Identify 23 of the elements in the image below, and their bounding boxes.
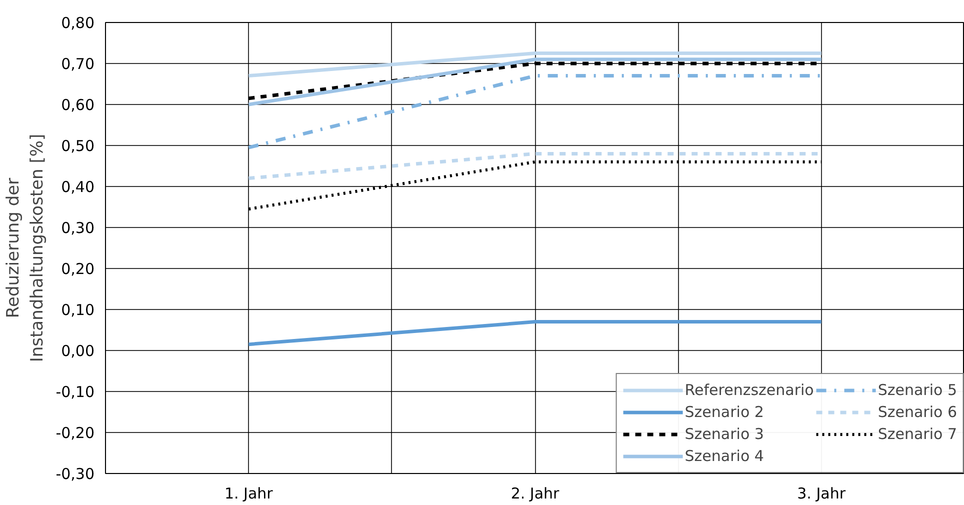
x-tick-label: 2. Jahr: [510, 484, 560, 502]
y-tick-label: -0,20: [56, 424, 94, 442]
y-tick-label: 0,20: [61, 260, 95, 278]
legend-label: Szenario 5: [878, 381, 957, 399]
y-tick-label: 0,00: [61, 342, 95, 360]
y-tick-label: 0,60: [61, 96, 95, 114]
legend-label: Szenario 3: [684, 425, 764, 443]
y-tick-label: -0,30: [56, 465, 94, 483]
x-tick-label: 3. Jahr: [797, 484, 846, 502]
x-tick-label: 1. Jahr: [224, 484, 274, 502]
y-tick-label: -0,10: [56, 383, 94, 401]
legend-label: Szenario 2: [684, 403, 764, 421]
legend-label: Szenario 7: [878, 425, 957, 443]
y-tick-label: 0,80: [61, 14, 95, 32]
y-axis-title: Reduzierung der Instandhaltungskosten [%]: [4, 134, 48, 362]
y-tick-label: 0,10: [61, 301, 95, 319]
y-tick-label: 0,50: [61, 137, 95, 155]
legend-label: Referenzszenario: [684, 381, 814, 399]
legend-label: Szenario 4: [684, 447, 764, 465]
y-tick-label: 0,70: [61, 55, 95, 73]
y-tick-label: 0,40: [61, 178, 95, 196]
legend-label: Szenario 6: [878, 403, 957, 421]
y-tick-label: 0,30: [61, 219, 95, 237]
